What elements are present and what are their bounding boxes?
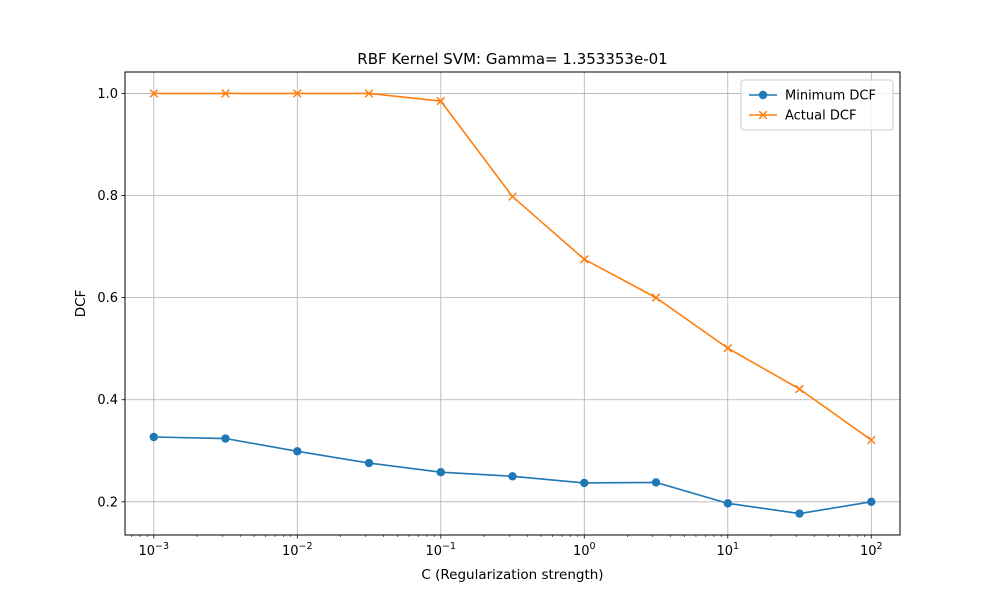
- x-tick-label-base: 10: [716, 544, 733, 559]
- data-point-minimum-dcf: [795, 509, 804, 518]
- x-tick-label-exponent: 1: [733, 541, 739, 552]
- series-actual-dcf: [149, 89, 876, 445]
- data-point-actual-dcf: [436, 96, 446, 106]
- data-point-actual-dcf: [292, 89, 302, 98]
- legend-label-minimum-dcf: Minimum DCF: [785, 89, 876, 104]
- data-point-actual-dcf: [508, 192, 517, 201]
- series-minimum-dcf: [149, 432, 876, 518]
- data-point-actual-dcf: [579, 255, 589, 264]
- x-tick-label: 10−1: [426, 541, 457, 559]
- data-point-actual-dcf: [866, 435, 876, 445]
- x-tick-label-exponent: −3: [155, 541, 169, 552]
- data-point-minimum-dcf: [436, 468, 445, 477]
- y-tick-label: 0.8: [97, 189, 118, 204]
- y-tick-label: 1.0: [97, 87, 118, 102]
- data-point-minimum-dcf: [149, 432, 158, 442]
- x-tick-label-exponent: −2: [299, 541, 313, 552]
- data-point-minimum-dcf: [364, 458, 374, 468]
- x-tick-label-base: 10: [860, 544, 877, 559]
- y-tick-label: 0.6: [97, 291, 118, 306]
- y-tick-label: 0.4: [97, 393, 118, 408]
- x-tick-label-base: 10: [139, 544, 156, 559]
- data-point-minimum-dcf: [508, 472, 517, 481]
- x-tick-label: 10−2: [282, 541, 313, 559]
- x-tick-label: 100: [573, 541, 596, 559]
- data-point-minimum-dcf: [580, 478, 589, 488]
- data-point-minimum-dcf: [723, 499, 732, 508]
- legend-label-actual-dcf: Actual DCF: [785, 109, 856, 124]
- legend: Minimum DCF Actual DCF: [740, 79, 894, 131]
- x-tick-label: 10−3: [139, 541, 170, 559]
- series-layer: [149, 89, 876, 518]
- y-tick-label: 0.2: [97, 495, 118, 510]
- data-point-minimum-dcf: [867, 497, 876, 507]
- data-point-actual-dcf: [795, 384, 804, 394]
- data-point-minimum-dcf: [651, 478, 661, 487]
- legend-box: [740, 79, 894, 131]
- data-point-minimum-dcf: [221, 434, 230, 443]
- chart-title: RBF Kernel SVM: Gamma= 1.353353e-01: [357, 50, 667, 68]
- y-axis-label: DCF: [73, 290, 89, 318]
- x-axis-label: C (Regularization strength): [421, 567, 603, 583]
- x-tick-label-exponent: −1: [442, 541, 456, 552]
- data-point-actual-dcf: [651, 293, 661, 302]
- x-tick-label-base: 10: [282, 544, 299, 559]
- data-point-actual-dcf: [723, 343, 733, 353]
- x-tick-label-exponent: 0: [590, 541, 596, 552]
- x-tick-label: 101: [716, 541, 739, 559]
- data-point-actual-dcf: [364, 89, 374, 98]
- legend-marker-minimum-dcf: [758, 90, 768, 100]
- x-tick-label-exponent: 2: [877, 541, 883, 552]
- plot-frame: [124, 71, 901, 536]
- data-point-minimum-dcf: [293, 447, 302, 456]
- data-point-actual-dcf: [221, 89, 230, 98]
- x-tick-label-base: 10: [573, 544, 590, 559]
- x-tick-label-base: 10: [426, 544, 443, 559]
- data-point-actual-dcf: [149, 89, 159, 98]
- legend-marker-actual-dcf: [758, 110, 768, 120]
- x-tick-label: 102: [860, 541, 883, 559]
